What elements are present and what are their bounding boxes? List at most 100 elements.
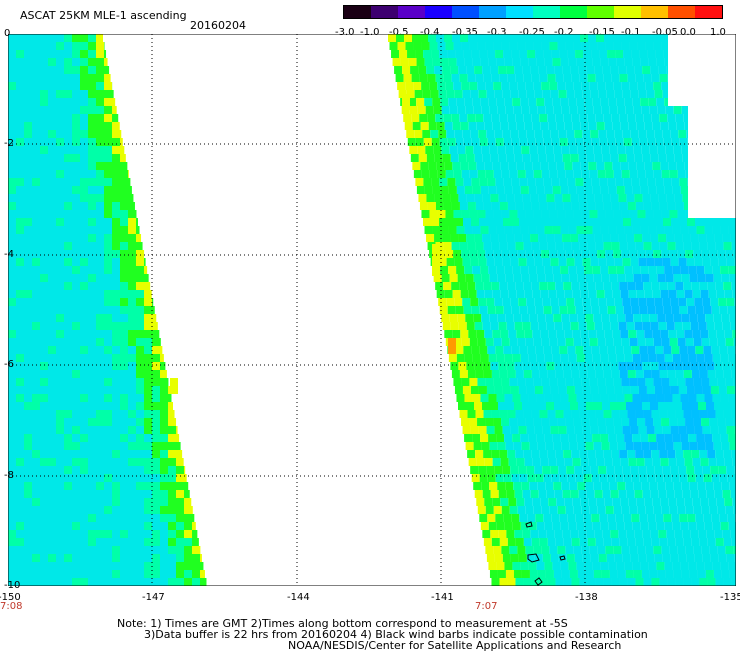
swath-cell <box>504 474 512 482</box>
swath-cell <box>160 386 168 394</box>
swath-cell <box>641 482 649 490</box>
swath-cell <box>8 498 16 506</box>
swath-cell <box>667 114 675 122</box>
swath-cell <box>613 82 621 90</box>
swath-cell <box>96 538 104 546</box>
swath-cell <box>649 314 657 322</box>
swath-cell <box>543 258 551 266</box>
swath-cell <box>508 538 516 546</box>
swath-cell <box>192 538 199 546</box>
swath-cell <box>686 506 694 514</box>
swath-cell <box>527 346 535 354</box>
swath-cell <box>441 58 449 66</box>
swath-cell <box>534 170 542 178</box>
swath-cell <box>693 458 701 466</box>
swath-cell <box>489 226 497 234</box>
swath-cell <box>32 146 40 154</box>
swath-cell <box>16 562 24 570</box>
swath-cell <box>527 218 535 226</box>
swath-cell <box>554 194 562 202</box>
swath-cell <box>567 90 575 98</box>
swath-cell <box>512 474 520 482</box>
swath-cell <box>716 498 724 506</box>
swath-cell <box>535 346 543 354</box>
swath-cell <box>623 514 631 522</box>
swath-cell <box>532 202 540 210</box>
swath-cell <box>577 314 585 322</box>
swath-cell <box>56 250 64 258</box>
swath-cell <box>549 290 557 298</box>
swath-cell <box>104 90 112 98</box>
swath-cell <box>605 378 613 386</box>
swath-cell <box>590 130 598 138</box>
swath-cell <box>506 442 514 450</box>
swath-cell <box>634 530 642 538</box>
swath-cell <box>594 234 602 242</box>
swath-cell <box>405 122 413 130</box>
swath-cell <box>8 514 16 522</box>
swath-cell <box>540 498 548 506</box>
swath-cell <box>48 410 56 418</box>
swath-cell <box>660 74 668 82</box>
swath-cell <box>631 90 639 98</box>
swath-cell <box>493 290 501 298</box>
swath-cell <box>40 442 48 450</box>
swath-cell <box>88 106 96 114</box>
swath-cell <box>559 178 567 186</box>
swath-cell <box>561 354 569 362</box>
swath-cell <box>505 314 513 322</box>
swath-cell <box>8 530 16 538</box>
swath-cell <box>547 490 555 498</box>
swath-cell <box>96 378 104 386</box>
swath-cell <box>128 290 136 298</box>
swath-cell <box>16 426 24 434</box>
swath-cell <box>176 482 184 490</box>
swath-cell <box>626 274 634 282</box>
swath-cell <box>104 234 112 242</box>
swath-cell <box>520 474 528 482</box>
colorbar-swatch <box>641 6 668 18</box>
swath-cell <box>687 346 695 354</box>
swath-cell <box>660 34 668 42</box>
swath-cell <box>660 330 668 338</box>
swath-cell <box>104 474 112 482</box>
swath-cell <box>484 330 492 338</box>
swath-cell <box>489 522 497 530</box>
swath-cell <box>623 258 631 266</box>
swath-cell <box>32 410 40 418</box>
swath-cell <box>404 34 412 42</box>
swath-cell <box>96 418 104 426</box>
swath-cell <box>676 410 684 418</box>
swath-cell <box>48 498 56 506</box>
swath-cell <box>176 506 184 514</box>
swath-cell <box>80 338 88 346</box>
swath-cell <box>647 90 655 98</box>
swath-cell <box>613 250 621 258</box>
swath-cell <box>96 226 104 234</box>
swath-cell <box>96 362 104 370</box>
swath-cell <box>40 578 48 586</box>
swath-cell <box>520 98 528 106</box>
swath-cell <box>40 154 48 162</box>
swath-cell <box>64 546 72 554</box>
swath-cell <box>463 258 471 266</box>
swath-cell <box>502 506 510 514</box>
swath-cell <box>192 530 197 538</box>
swath-cell <box>525 458 533 466</box>
swath-cell <box>64 162 72 170</box>
swath-cell <box>557 250 565 258</box>
swath-cell <box>8 42 16 50</box>
swath-cell <box>722 362 730 370</box>
swath-cell <box>543 178 551 186</box>
swath-cell <box>542 170 550 178</box>
swath-cell <box>636 202 644 210</box>
swath-cell <box>32 138 40 146</box>
swath-cell <box>579 450 587 458</box>
time-label-east: 7:07 <box>475 601 497 612</box>
swath-cell <box>685 122 688 130</box>
swath-cell <box>415 178 423 186</box>
swath-cell <box>120 354 128 362</box>
swath-cell <box>705 522 713 530</box>
swath-cell <box>492 410 500 418</box>
swath-cell <box>568 266 576 274</box>
